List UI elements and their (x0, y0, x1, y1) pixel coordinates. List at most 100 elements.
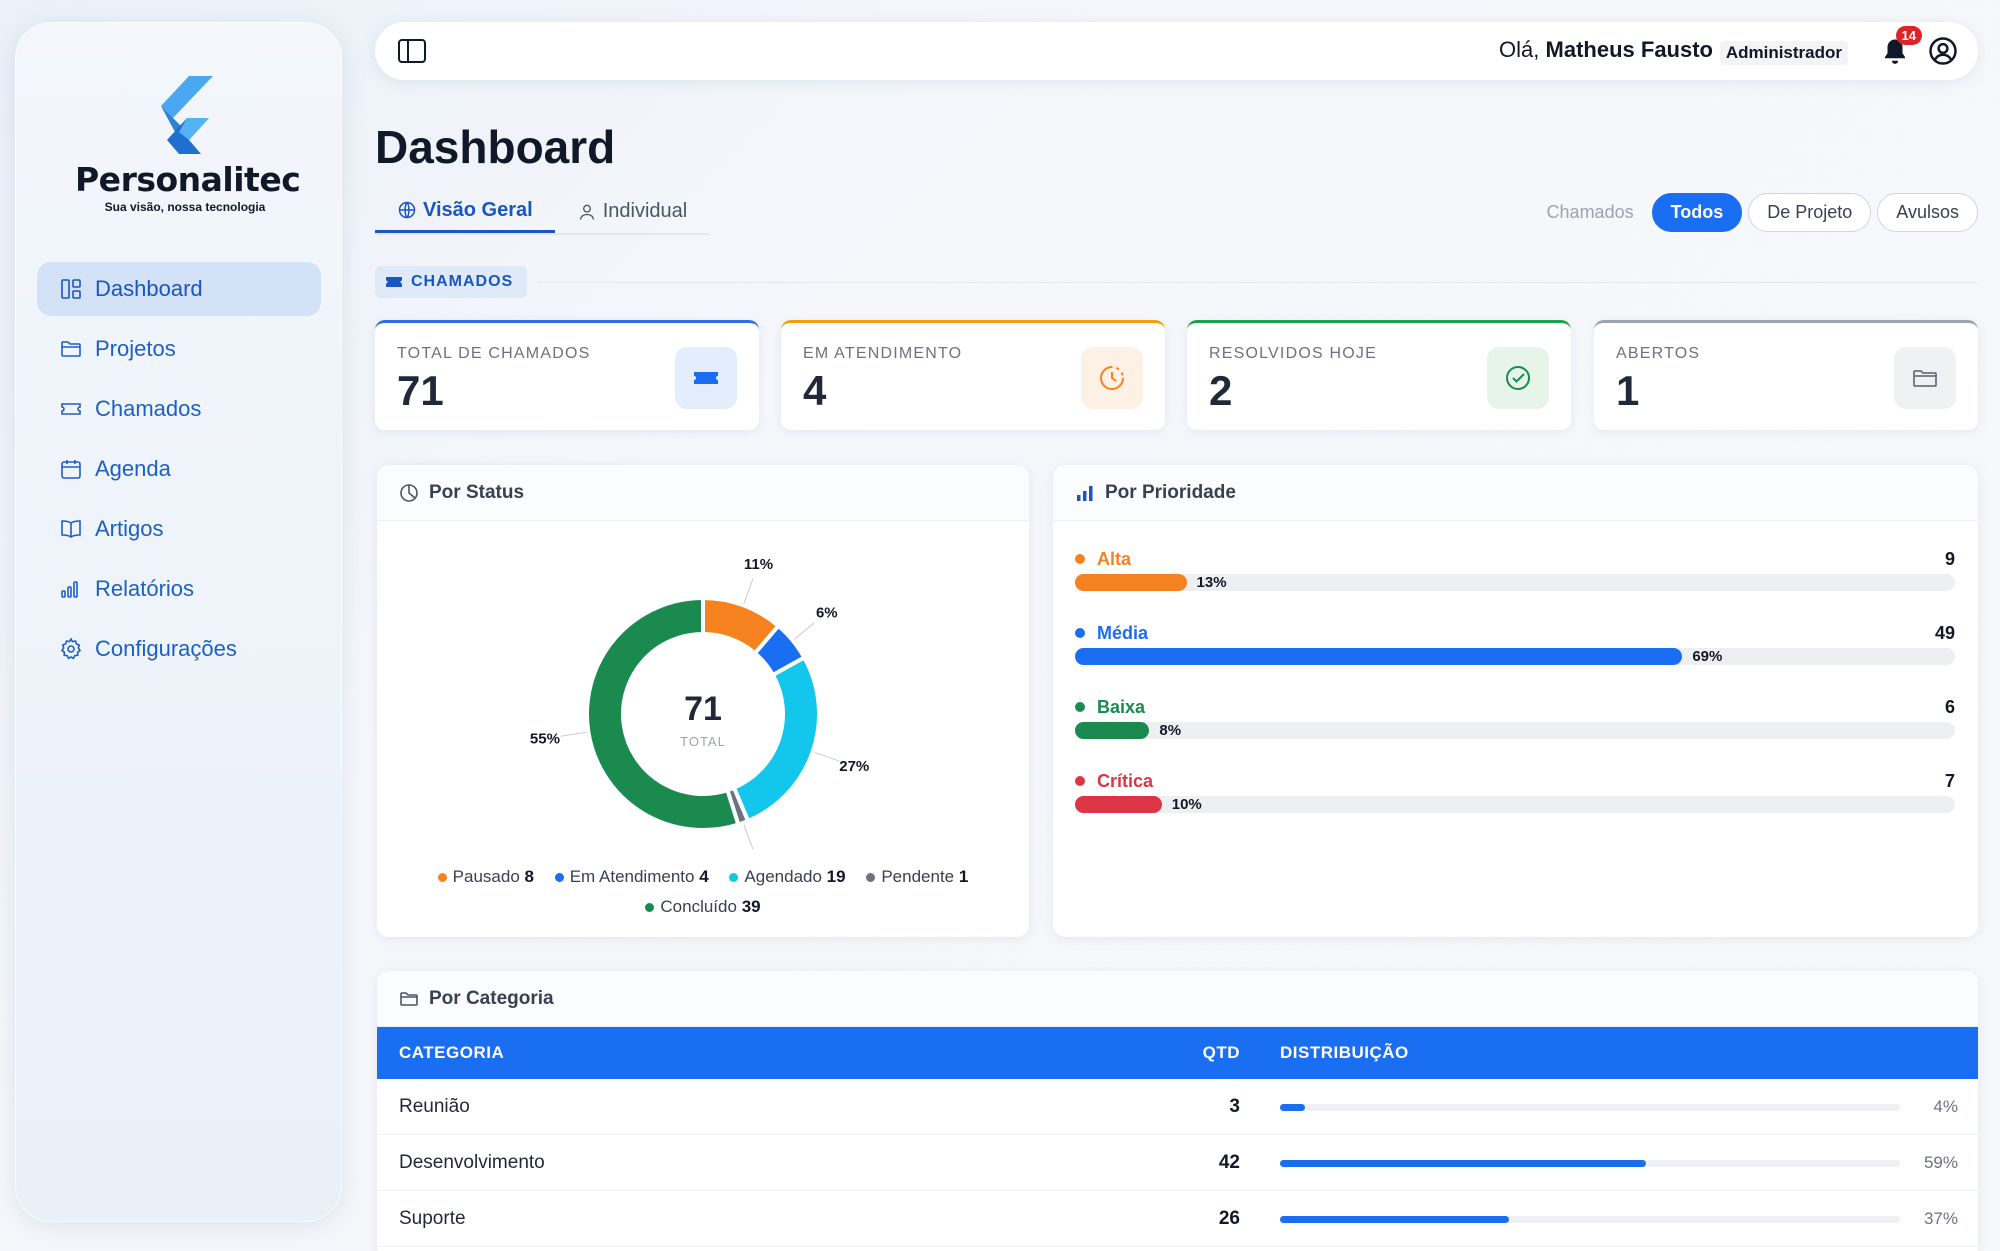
ticket-icon (694, 372, 718, 384)
priority-row-header: Média 49 (1075, 620, 1955, 646)
priority-row-header: Crítica 7 (1075, 768, 1955, 794)
stat-card-total[interactable]: TOTAL DE CHAMADOS 71 (375, 320, 759, 430)
filter-de-projeto[interactable]: De Projeto (1748, 193, 1872, 232)
stat-icon-box (675, 347, 737, 409)
slice-percent-label: 55% (530, 731, 560, 748)
stat-value: 4 (803, 367, 827, 414)
stat-value: 71 (397, 367, 444, 414)
brand-logo[interactable]: Personalitec Sua visão, nossa tecnologia (75, 74, 301, 224)
column-header-qty[interactable]: QTD (1202, 1043, 1240, 1062)
filter-avulsos[interactable]: Avulsos (1877, 193, 1978, 232)
sidebar-item-projetos[interactable]: Projetos (37, 322, 321, 376)
priority-count: 6 (1944, 696, 1955, 717)
tab-individual[interactable]: Individual (555, 190, 710, 233)
sidebar-item-label: Projetos (95, 336, 176, 361)
legend-value: 39 (741, 897, 761, 916)
column-header-category[interactable]: CATEGORIA (399, 1043, 505, 1062)
priority-bar-track: 8% (1075, 722, 1955, 739)
donut-center-label: TOTAL (680, 734, 726, 749)
stat-card-resolvidos-hoje[interactable]: RESOLVIDOS HOJE 2 (1187, 320, 1571, 430)
filter-label: Chamados (1546, 202, 1634, 222)
calendar-icon (61, 460, 81, 479)
priority-row-header: Alta 9 (1075, 546, 1955, 572)
legend-item[interactable]: Em Atendimento 4 (554, 862, 709, 892)
sidebar-item-agenda[interactable]: Agenda (37, 442, 321, 496)
tab-visao-geral[interactable]: Visão Geral (375, 190, 555, 233)
priority-label: Baixa (1075, 697, 1145, 718)
status-donut-chart: 11% 6% 27% 55% 71 TOTAL (530, 556, 869, 850)
sidebar-toggle-icon[interactable] (397, 37, 427, 65)
stat-label: ABERTOS (1616, 345, 1701, 362)
priority-bar (1075, 648, 1683, 665)
column-header-distribution[interactable]: DISTRIBUIÇÃO (1280, 1043, 1409, 1062)
legend-item[interactable]: Pendente 1 (866, 862, 968, 892)
section-label: CHAMADOS (411, 273, 514, 290)
card-header: Por Prioridade (1053, 465, 1978, 521)
priority-row[interactable]: Média 49 69% (1075, 620, 1955, 665)
category-qty: 3 (1229, 1096, 1240, 1117)
pie-chart-icon (400, 483, 418, 502)
card-title: Por Categoria (429, 987, 554, 1009)
slice-leader-line (560, 731, 587, 737)
sidebar-item-label: Dashboard (95, 276, 203, 301)
status-card: Por Status 11% 6% 27% 55% 71 TOTAL Pausado 8 … (377, 465, 1029, 937)
table-row[interactable]: Desenvolvimento 42 59% (377, 1135, 1978, 1191)
bar-chart-icon (61, 581, 78, 598)
priority-row[interactable]: Baixa 6 8% (1075, 694, 1955, 739)
priority-label: Crítica (1075, 771, 1153, 792)
table-row[interactable]: Suporte 26 37% (377, 1191, 1978, 1247)
folder-icon (1913, 370, 1937, 387)
priority-dot (1075, 776, 1085, 786)
priority-pct-label: 10% (1171, 796, 1202, 813)
sidebar-item-label: Agenda (95, 456, 171, 481)
priority-row[interactable]: Crítica 7 10% (1075, 768, 1955, 813)
sidebar-item-configuracoes[interactable]: Configurações (37, 622, 321, 676)
filter-todos[interactable]: Todos (1651, 193, 1743, 232)
distribution-bar-track (1280, 1216, 1900, 1223)
view-tabs: Visão Geral Individual (375, 190, 710, 235)
legend-item[interactable]: Agendado 19 (729, 862, 846, 892)
card-header: Por Categoria (377, 971, 1978, 1027)
sidebar-item-label: Relatórios (95, 576, 195, 601)
check-circle-icon (1506, 366, 1530, 390)
sidebar-item-label: Configurações (95, 636, 237, 661)
priority-label: Média (1075, 623, 1148, 644)
slice-leader-line (794, 622, 815, 640)
priority-row[interactable]: Alta 9 13% (1075, 546, 1955, 591)
section-chip: CHAMADOS (375, 266, 528, 298)
priority-bar (1075, 796, 1162, 813)
distribution-bar-fill (1280, 1216, 1510, 1223)
sidebar-item-artigos[interactable]: Artigos (37, 502, 321, 556)
donut-slice[interactable] (731, 654, 821, 824)
donut-slice[interactable] (585, 595, 741, 832)
bell-icon[interactable] (1880, 36, 1910, 68)
user-avatar-icon[interactable] (1928, 36, 1958, 66)
legend-swatch (645, 903, 655, 913)
legend-label: Pausado (452, 867, 520, 886)
legend-label: Em Atendimento (569, 867, 695, 886)
table-row[interactable]: Reunião 3 4% (377, 1079, 1978, 1135)
priority-bar (1075, 574, 1187, 591)
category-pct: 37% (1923, 1209, 1958, 1228)
category-qty: 26 (1218, 1208, 1240, 1229)
status-legend: Pausado 8 Em Atendimento 4 Agendado 19 P… (377, 862, 1029, 922)
slice-leader-line (814, 751, 840, 762)
stat-label: EM ATENDIMENTO (803, 345, 963, 362)
stat-card-em-atendimento[interactable]: EM ATENDIMENTO 4 (781, 320, 1165, 430)
legend-item[interactable]: Concluído 39 (645, 892, 761, 922)
category-card: Por Categoria CATEGORIA QTD DISTRIBUIÇÃO… (377, 971, 1978, 1251)
sidebar-item-chamados[interactable]: Chamados (37, 382, 321, 436)
category-pct: 4% (1933, 1097, 1958, 1116)
sidebar-item-relatorios[interactable]: Relatórios (37, 562, 321, 616)
legend-item[interactable]: Pausado 8 (437, 862, 534, 892)
sidebar-item-dashboard[interactable]: Dashboard (37, 262, 321, 316)
ticket-icon (61, 403, 81, 415)
priority-pct-label: 69% (1692, 648, 1723, 665)
user-icon (579, 204, 595, 220)
greeting: Olá, Matheus Fausto (1499, 37, 1713, 63)
priority-row-header: Baixa 6 (1075, 694, 1955, 720)
folder-icon (61, 341, 81, 357)
priority-dot (1075, 702, 1085, 712)
distribution-bar-fill (1280, 1104, 1305, 1111)
stat-card-abertos[interactable]: ABERTOS 1 (1594, 320, 1978, 430)
